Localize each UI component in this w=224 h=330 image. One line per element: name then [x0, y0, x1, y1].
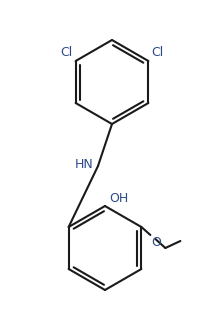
Text: HN: HN [74, 158, 93, 172]
Text: O: O [151, 236, 161, 249]
Text: OH: OH [109, 192, 128, 205]
Text: Cl: Cl [60, 46, 73, 59]
Text: Cl: Cl [151, 46, 164, 59]
